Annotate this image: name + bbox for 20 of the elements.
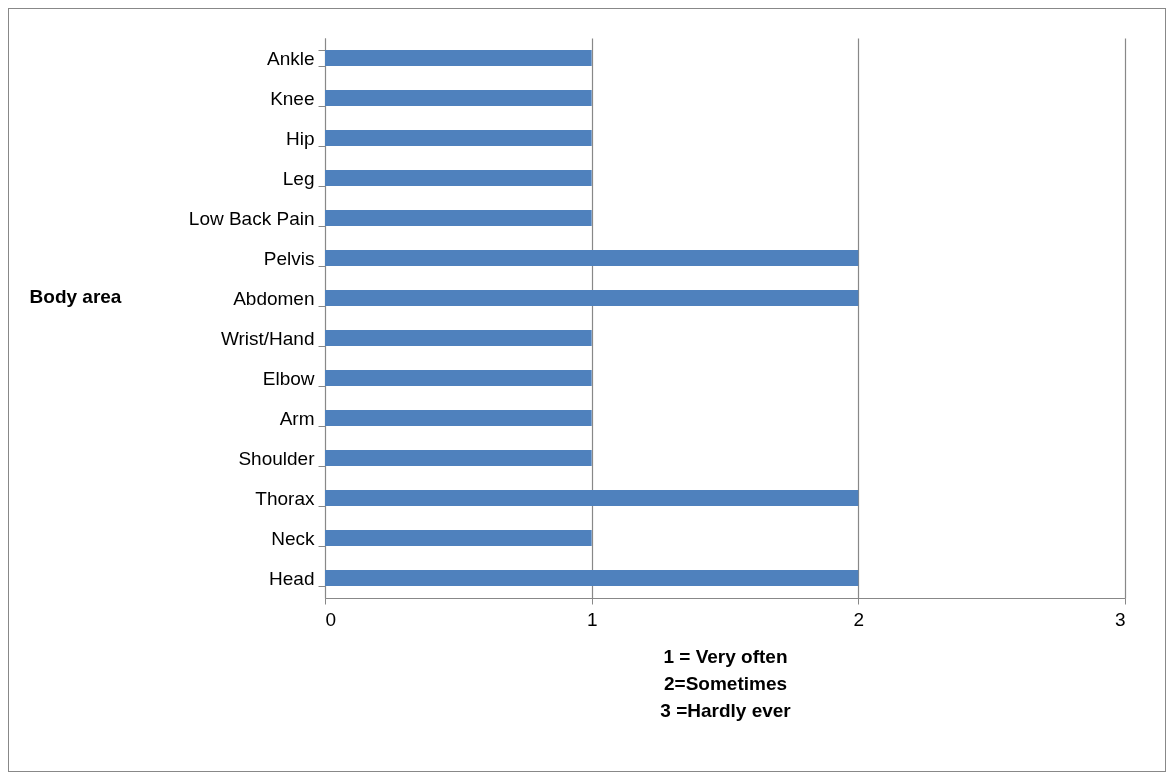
y-tick-label: Neck [271,527,315,549]
y-tick-label: Pelvis [263,247,315,269]
x-tick-label: 0 [325,608,337,630]
y-axis-title: Body area [29,285,122,307]
y-tick-label: Abdomen [233,287,315,309]
y-tick-label: Knee [270,87,315,109]
y-tick-label: Leg [282,167,315,189]
y-tick-label: Elbow [262,367,315,389]
y-tick-label: Thorax [255,487,315,509]
y-tick-label: Ankle [266,47,315,69]
y-tick-label: Arm [279,407,315,429]
x-tick-label: 2 [853,608,865,630]
y-tick-label: Wrist/Hand [220,327,315,349]
x-tick-label: 3 [1114,608,1126,630]
y-tick-label: Low Back Pain [188,207,315,229]
y-tick-label: Hip [285,127,315,149]
y-tick-label: Shoulder [238,447,316,469]
y-tick-label: Head [269,567,315,589]
x-axis-title: 1 = Very often 2=Sometimes 3 =Hardly ever [660,645,792,721]
x-tick-label: 1 [586,608,598,630]
